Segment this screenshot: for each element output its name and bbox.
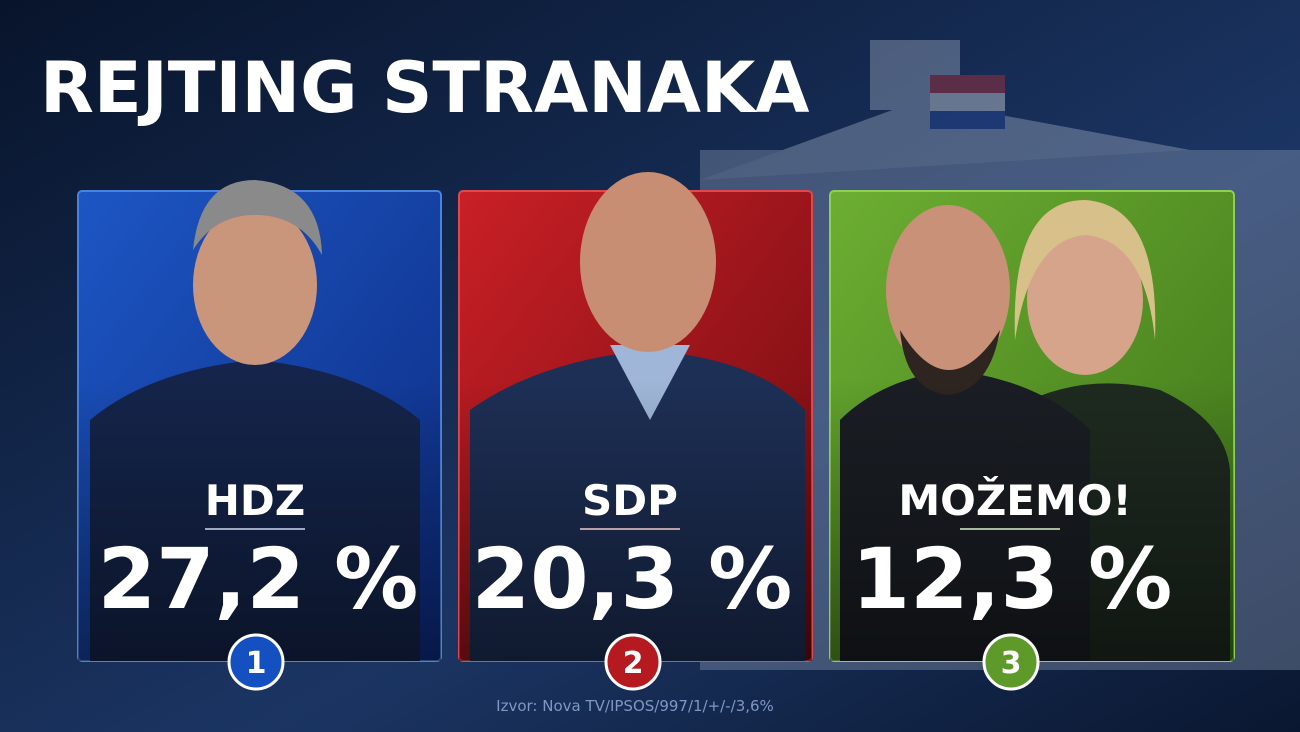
card-shade <box>459 191 812 661</box>
rank-badge <box>604 633 662 691</box>
card-shade <box>830 191 1234 661</box>
party-rating: 20,3 % <box>472 530 793 628</box>
rank: 3 <box>1001 646 1022 681</box>
source: Izvor: Nova TV/IPSOS/997/1/+/-/3,6% <box>496 697 774 715</box>
rank: 1 <box>246 646 267 681</box>
title: REJTING STRANAKA <box>40 47 809 129</box>
party-name: MOŽEMO! <box>898 475 1131 525</box>
party-name: SDP <box>582 476 678 525</box>
rank-badge <box>982 633 1040 691</box>
card-shade <box>78 191 441 661</box>
party-rating: 27,2 % <box>98 530 419 628</box>
party-rating: 12,3 % <box>852 530 1173 628</box>
rank-badge <box>227 633 285 691</box>
rank: 2 <box>623 646 644 681</box>
party-name: HDZ <box>205 476 305 525</box>
